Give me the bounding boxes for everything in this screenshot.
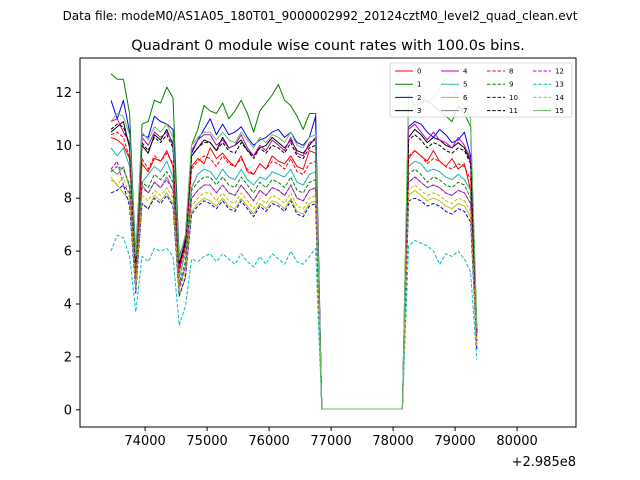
series-line-0	[110, 136, 478, 410]
figure-suptitle: Data file: modeM0/AS1A05_180T01_90000029…	[63, 9, 578, 23]
y-tick-label: 0	[64, 403, 72, 418]
x-tick-label: 75000	[186, 434, 227, 449]
y-tick-label: 8	[64, 192, 72, 207]
series-line-10	[110, 184, 478, 410]
x-tick-label: 78000	[372, 434, 413, 449]
series-line-14	[110, 176, 478, 410]
legend-label-11: 11	[509, 107, 518, 115]
legend-label-1: 1	[417, 81, 421, 89]
series-line-4	[110, 118, 478, 410]
legend-label-6: 6	[463, 94, 468, 102]
series-line-6	[110, 176, 478, 410]
legend-label-3: 3	[417, 107, 421, 115]
x-offset-label: +2.985e8	[512, 455, 576, 470]
x-axis: 74000 75000 76000 77000 78000 79000 80000	[124, 427, 538, 449]
series-line-9	[110, 166, 478, 410]
series-line-2	[110, 99, 478, 410]
series-line-13	[110, 234, 478, 410]
legend-label-9: 9	[509, 81, 513, 89]
x-tick-label: 80000	[496, 434, 537, 449]
y-tick-label: 10	[55, 139, 72, 154]
legend-frame	[389, 62, 573, 118]
legend-label-12: 12	[555, 68, 564, 76]
series-line-11	[110, 123, 478, 410]
y-axis: 0 2 4 6 8 10 12	[55, 86, 80, 418]
y-tick-label: 6	[64, 245, 72, 260]
legend-label-0: 0	[417, 68, 421, 76]
x-tick-label: 76000	[248, 434, 289, 449]
x-tick-label: 79000	[434, 434, 475, 449]
series-line-12	[110, 160, 478, 410]
legend-label-15: 15	[555, 107, 564, 115]
y-tick-label: 12	[55, 86, 72, 101]
x-tick-label: 77000	[310, 434, 351, 449]
plot-frame	[79, 57, 577, 428]
legend-label-2: 2	[417, 94, 421, 102]
series-layer	[110, 73, 478, 410]
y-tick-label: 2	[64, 350, 72, 365]
y-tick-label: 4	[64, 298, 72, 313]
legend-label-4: 4	[463, 68, 468, 76]
legend-label-10: 10	[509, 94, 518, 102]
legend-label-5: 5	[463, 81, 467, 89]
x-tick-label: 74000	[124, 434, 165, 449]
chart-title: Quadrant 0 module wise count rates with …	[131, 38, 525, 54]
legend-label-7: 7	[463, 107, 467, 115]
series-line-8	[110, 131, 478, 410]
legend-label-8: 8	[509, 68, 513, 76]
series-line-5	[110, 147, 478, 410]
legend-label-14: 14	[555, 94, 564, 102]
legend-label-13: 13	[555, 81, 564, 89]
